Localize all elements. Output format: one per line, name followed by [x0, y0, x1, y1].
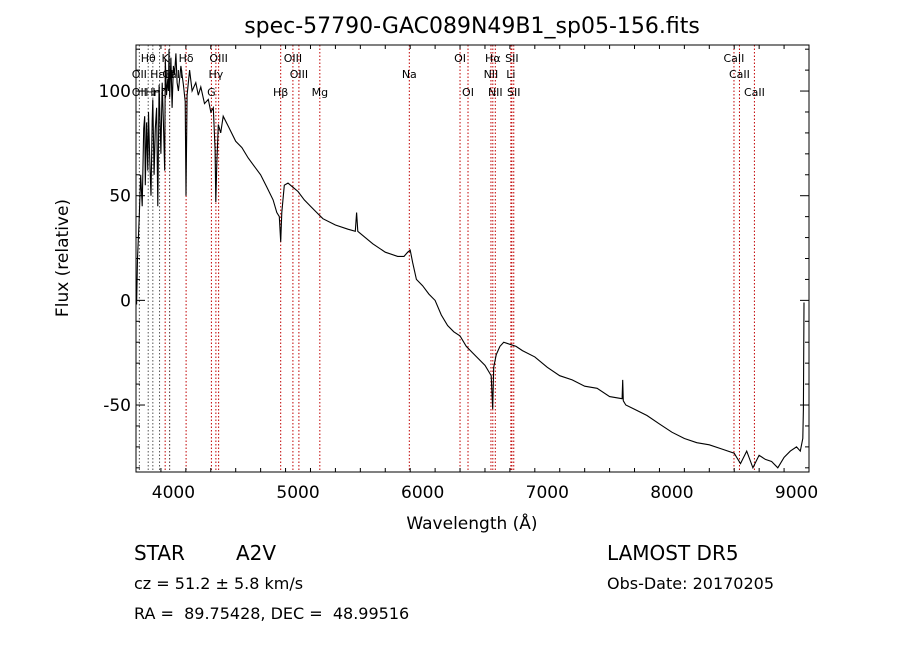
x-axis-label: Wavelength (Å) — [406, 512, 537, 534]
y-tick-label: 100 — [99, 82, 131, 102]
line-label: OI — [454, 52, 466, 65]
line-label: Hη — [145, 86, 160, 99]
line-label: Hγ — [208, 68, 223, 81]
line-label: CaII — [724, 52, 745, 65]
x-tick-label: 5000 — [276, 483, 319, 503]
y-axis-label: Flux (relative) — [53, 199, 73, 317]
line-label: SII — [507, 86, 520, 99]
x-tick-label: 4000 — [152, 483, 195, 503]
survey-name: LAMOST DR5 — [607, 541, 739, 565]
line-label: OIII — [290, 68, 308, 81]
line-label: CaII — [729, 68, 750, 81]
line-label: Hδ — [179, 52, 194, 65]
object-class: STAR — [134, 541, 185, 565]
line-label: G — [207, 86, 216, 99]
line-label: SII — [505, 52, 518, 65]
plot-frame — [135, 44, 810, 473]
line-label: Hα — [485, 52, 501, 65]
line-label: Mg — [312, 86, 328, 99]
line-label: Hθ — [141, 52, 156, 65]
observation-date: Obs-Date: 20170205 — [607, 574, 775, 593]
line-label: Li — [506, 68, 515, 81]
line-label: NII — [488, 86, 503, 99]
object-subclass: A2V — [236, 541, 277, 565]
line-label: K — [162, 52, 170, 65]
spectrum-line — [135, 49, 805, 470]
x-tick-label: 9000 — [775, 483, 818, 503]
y-tick-label: 50 — [109, 187, 131, 207]
y-tick-label: -50 — [103, 396, 131, 416]
spectral-line-markers-red — [164, 45, 755, 472]
redshift-velocity: cz = 51.2 ± 5.8 km/s — [134, 574, 304, 593]
line-label: OIII — [209, 52, 227, 65]
y-axis-ticks: -50 0 50 100 — [99, 48, 809, 469]
x-tick-label: 7000 — [526, 483, 569, 503]
line-label: NII — [484, 68, 499, 81]
coordinates: RA = 89.75428, DEC = 48.99516 — [134, 604, 410, 623]
line-label: Na — [402, 68, 417, 81]
chart-title: spec-57790-GAC089N49B1_sp05-156.fits — [244, 14, 700, 39]
x-tick-label: 6000 — [401, 483, 444, 503]
line-label: Hβ — [273, 86, 288, 99]
line-label: OIII — [284, 52, 302, 65]
line-label: Hε — [150, 68, 164, 81]
line-label: CaII — [744, 86, 765, 99]
line-label: OI — [462, 86, 474, 99]
x-tick-label: 8000 — [650, 483, 693, 503]
y-tick-label: 0 — [120, 291, 131, 311]
x-axis-ticks: 4000 5000 6000 7000 8000 9000 — [135, 45, 818, 503]
